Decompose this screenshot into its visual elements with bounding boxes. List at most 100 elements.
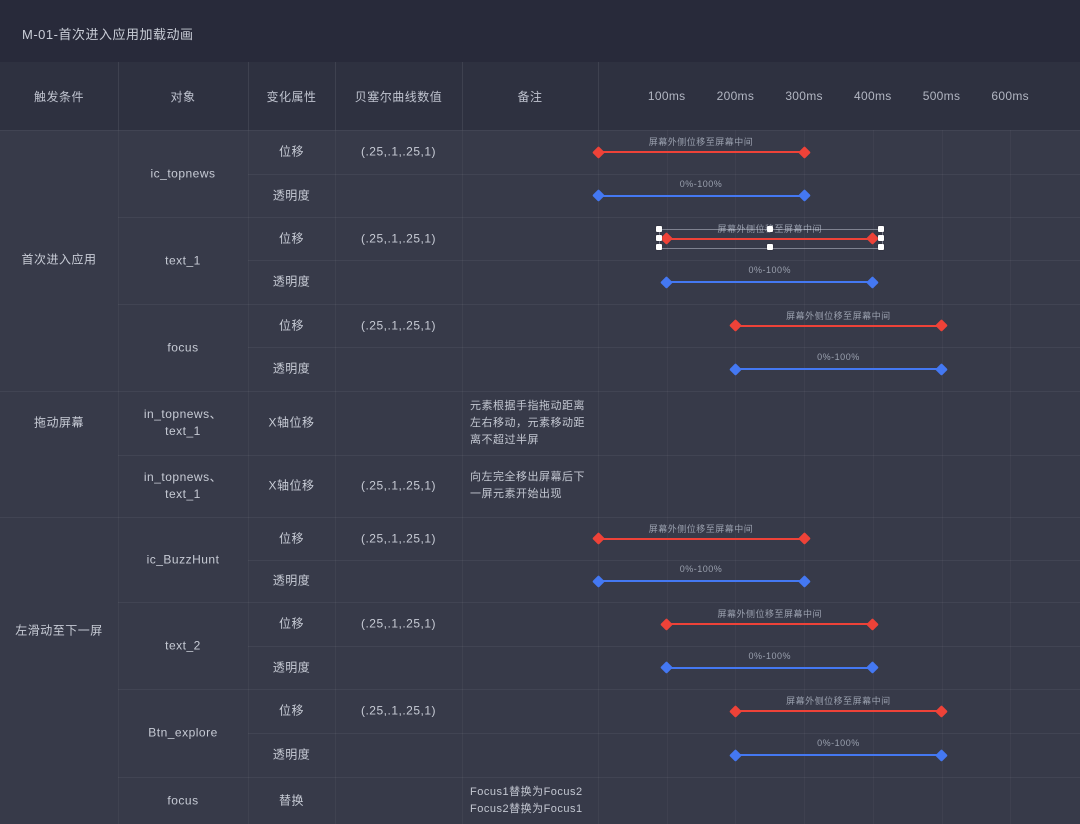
header-body-divider: [0, 130, 1080, 131]
row-divider-group: [0, 391, 1080, 392]
bar-label: 0%-100%: [748, 650, 792, 661]
column-header-object: 对象: [170, 89, 196, 104]
selection-handle[interactable]: [655, 225, 662, 232]
bar-start-diamond-icon[interactable]: [660, 661, 674, 674]
row-divider-prop: [248, 646, 1080, 647]
timeline-tick-label: 600ms: [991, 89, 1029, 103]
trigger-cell: 拖动屏幕: [33, 415, 85, 430]
timeline-tick-label: 100ms: [647, 89, 686, 103]
timeline-bar-move[interactable]: [666, 623, 873, 625]
timeline-bar-opacity[interactable]: [598, 194, 805, 197]
object-cell: text_1: [165, 253, 201, 267]
timeline-bar-opacity[interactable]: [666, 281, 873, 283]
property-cell: 透明度: [272, 573, 311, 588]
timeline-bar-opacity[interactable]: [598, 580, 805, 582]
row-divider-object: [118, 217, 1080, 218]
bar-end-diamond-icon[interactable]: [797, 145, 811, 159]
bar-start-diamond-icon[interactable]: [660, 617, 674, 631]
note-cell: 向左完全移出屏幕后下 一屏元素开始出现: [470, 471, 585, 500]
bezier-value-cell: (.25,.1,.25,1): [360, 703, 437, 718]
bar-label: 屏幕外侧位移至屏幕中间: [786, 696, 891, 706]
selection-handle[interactable]: [877, 243, 884, 250]
bar-end-diamond-icon[interactable]: [935, 362, 948, 376]
bar-label: 屏幕外侧位移至屏幕中间: [648, 523, 754, 534]
bar-label: 屏幕外侧位移至屏幕中间: [717, 609, 823, 619]
bar-start-diamond-icon[interactable]: [729, 704, 742, 718]
timeline-bar-move[interactable]: [735, 710, 942, 712]
timeline-tick-label: 300ms: [785, 89, 823, 103]
bar-label: 0%-100%: [748, 265, 792, 275]
bar-end-diamond-icon[interactable]: [797, 532, 811, 545]
bar-start-diamond-icon[interactable]: [591, 189, 605, 202]
column-divider: [598, 62, 599, 130]
bar-end-diamond-icon[interactable]: [797, 574, 811, 588]
object-cell: in_topnews、 text_1: [143, 407, 223, 438]
timeline-bar-move[interactable]: [666, 237, 873, 240]
selection-handle[interactable]: [766, 225, 773, 232]
bezier-value-cell: (.25,.1,.25,1): [360, 318, 437, 332]
row-divider-prop: [248, 733, 1080, 734]
bezier-value-cell: (.25,.1,.25,1): [360, 231, 437, 245]
titlebar: M-01-首次进入应用加载动画: [0, 0, 1080, 62]
bezier-value-cell: (.25,.1,.25,1): [360, 144, 437, 159]
row-divider-prop: [248, 347, 1080, 348]
property-cell: 透明度: [272, 274, 311, 289]
selection-handle[interactable]: [655, 243, 662, 250]
object-cell: focus: [167, 340, 199, 354]
bar-start-diamond-icon[interactable]: [660, 275, 674, 289]
property-cell: X轴位移: [268, 478, 315, 493]
row-divider-object: [118, 777, 1080, 778]
table-header: 触发条件 对象 变化属性 贝塞尔曲线数值 备注: [0, 62, 1080, 130]
object-cell: focus: [167, 793, 199, 807]
timeline-bar-opacity[interactable]: [735, 754, 942, 756]
bar-end-diamond-icon[interactable]: [866, 275, 880, 289]
column-divider: [118, 62, 119, 130]
bar-start-diamond-icon[interactable]: [591, 532, 605, 545]
row-divider-prop: [248, 174, 1080, 175]
bar-end-diamond-icon[interactable]: [866, 661, 880, 674]
property-cell: 位移: [278, 231, 305, 245]
timeline-bar-move[interactable]: [598, 151, 805, 153]
note-cell: Focus1替换为Focus2 Focus2替换为Focus1: [470, 785, 583, 815]
column-header-trigger: 触发条件: [33, 89, 84, 104]
selection-handle[interactable]: [877, 234, 884, 241]
bar-label: 屏幕外侧位移至屏幕中间: [648, 137, 754, 147]
bar-start-diamond-icon[interactable]: [591, 145, 605, 159]
column-divider: [335, 130, 336, 824]
bar-end-diamond-icon[interactable]: [935, 748, 948, 762]
selection-handle[interactable]: [877, 225, 884, 232]
bar-start-diamond-icon[interactable]: [729, 748, 742, 762]
bar-label: 0%-100%: [679, 178, 723, 189]
object-cell: text_2: [165, 638, 201, 652]
bar-start-diamond-icon[interactable]: [729, 362, 742, 376]
trigger-cell: 首次进入应用: [21, 252, 97, 267]
bar-start-diamond-icon[interactable]: [729, 319, 742, 332]
bar-label: 0%-100%: [817, 352, 860, 362]
bar-end-diamond-icon[interactable]: [797, 189, 811, 202]
object-cell: Btn_explore: [148, 725, 218, 740]
timeline-bar-move[interactable]: [598, 537, 805, 540]
bar-end-diamond-icon[interactable]: [935, 704, 948, 718]
row-divider-object: [118, 689, 1080, 690]
timeline-gridline: [1010, 130, 1011, 824]
timeline-bar-move[interactable]: [735, 324, 942, 327]
selection-handle[interactable]: [766, 243, 773, 250]
property-cell: X轴位移: [268, 415, 315, 430]
column-header-note: 备注: [517, 89, 543, 104]
row-divider-prop: [248, 560, 1080, 561]
row-divider-object: [118, 304, 1080, 305]
timeline-bar-opacity[interactable]: [735, 368, 942, 370]
property-cell: 替换: [278, 793, 305, 807]
timeline-tick-label: 500ms: [922, 89, 961, 103]
timeline-bar-opacity[interactable]: [666, 666, 873, 669]
object-cell: in_topnews、 text_1: [143, 470, 223, 501]
bar-label: 0%-100%: [817, 738, 860, 748]
bar-end-diamond-icon[interactable]: [866, 617, 880, 631]
bar-start-diamond-icon[interactable]: [591, 574, 605, 588]
note-cell: 元素根据手指拖动距离 左右移动，元素移动距 离不超过半屏: [470, 399, 585, 446]
column-divider: [118, 130, 119, 824]
bar-end-diamond-icon[interactable]: [935, 319, 948, 332]
selection-handle[interactable]: [655, 234, 662, 241]
row-divider-object: [118, 455, 1080, 456]
